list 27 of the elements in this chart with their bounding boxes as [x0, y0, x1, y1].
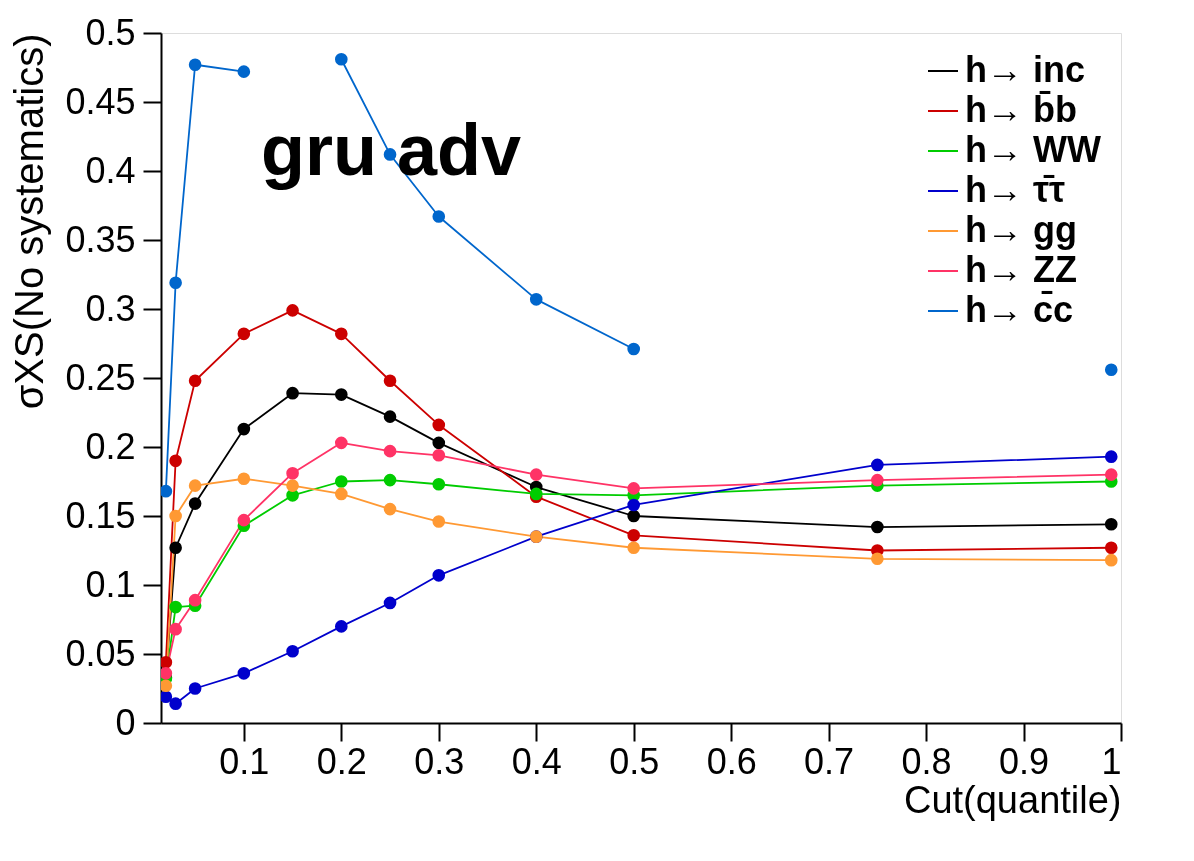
y-tick-label: 0.25	[65, 356, 136, 398]
x-tick-label: 0.7	[804, 740, 855, 782]
y-tick-label: 0.4	[85, 149, 136, 191]
y-tick-label: 0.15	[65, 494, 136, 536]
legend-label: h→ WW	[965, 129, 1101, 170]
legend-label: h→ b̄b	[965, 89, 1077, 130]
y-tick-label: 0.45	[65, 80, 136, 122]
x-tick-label: 0.4	[511, 740, 562, 782]
legend-label: h→ c̄c	[965, 289, 1074, 330]
x-tick-label: 0.6	[706, 740, 757, 782]
y-tick-label: 0.3	[85, 287, 136, 329]
y-tick-label: 0	[115, 701, 136, 743]
legend-label: h→ gg	[965, 209, 1077, 250]
legend-label: h→ ZZ	[965, 249, 1077, 290]
annotation: gru adv	[261, 110, 522, 190]
y-axis-title: σXS(No systematics)	[7, 33, 52, 410]
x-tick-label: 0.5	[609, 740, 660, 782]
legend-label: h→ inc	[965, 49, 1086, 90]
legend-label: h→ τ̄τ	[965, 169, 1066, 210]
y-tick-label: 0.2	[85, 425, 136, 467]
y-tick-label: 0.1	[85, 563, 136, 605]
y-tick-label: 0.05	[65, 632, 136, 674]
x-tick-label: 0.3	[414, 740, 465, 782]
x-tick-label: 0.1	[219, 740, 270, 782]
y-tick-label: 0.35	[65, 218, 136, 260]
x-tick-label: 0.2	[316, 740, 367, 782]
y-tick-label: 0.5	[85, 11, 136, 53]
